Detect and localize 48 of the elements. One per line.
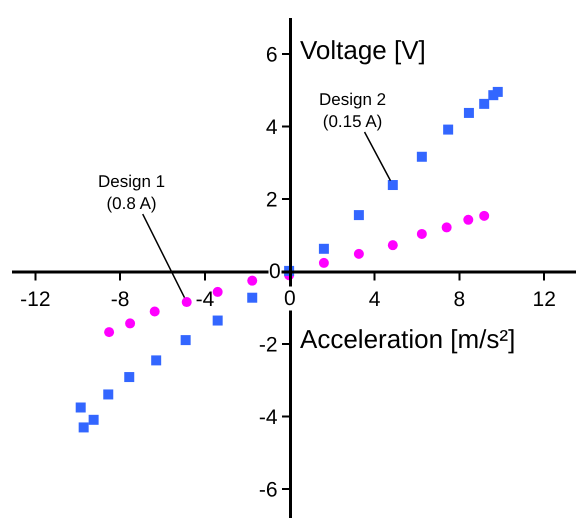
x-tick-label: 4 bbox=[368, 288, 381, 311]
x-tick-label: -4 bbox=[196, 288, 215, 311]
point bbox=[88, 414, 99, 425]
point bbox=[212, 316, 223, 326]
x-tick-label: 12 bbox=[532, 288, 556, 311]
x-tick-label: -12 bbox=[20, 288, 50, 311]
point bbox=[479, 210, 490, 221]
point bbox=[464, 108, 474, 118]
point bbox=[318, 258, 329, 268]
x-tick-label: 8 bbox=[454, 288, 466, 311]
y-tick-label: 2 bbox=[266, 188, 278, 212]
point bbox=[463, 214, 474, 225]
point bbox=[492, 86, 503, 97]
y-tick-label: 6 bbox=[266, 44, 278, 67]
point bbox=[150, 306, 160, 316]
point bbox=[416, 152, 427, 162]
point bbox=[103, 389, 114, 400]
point bbox=[180, 335, 191, 346]
point bbox=[416, 228, 427, 239]
y-tick-label: 0 bbox=[269, 260, 281, 283]
point bbox=[318, 244, 329, 254]
point bbox=[443, 124, 454, 135]
y-tick-label: -4 bbox=[258, 406, 278, 429]
point bbox=[442, 222, 452, 232]
point bbox=[124, 372, 134, 382]
point bbox=[247, 276, 258, 286]
point bbox=[247, 292, 258, 303]
y-axis-title: Voltage [V] bbox=[300, 35, 426, 65]
point bbox=[78, 422, 89, 432]
text: Design 2 (0.15 A) bbox=[319, 90, 386, 132]
point bbox=[125, 318, 136, 328]
y-tick-label: -6 bbox=[258, 478, 278, 502]
x-axis-title: Acceleration [m/s²] bbox=[300, 324, 516, 354]
point bbox=[388, 180, 398, 190]
y-tick-label: -2 bbox=[258, 333, 278, 356]
point bbox=[76, 402, 86, 412]
point bbox=[354, 248, 364, 259]
y-tick-label: 4 bbox=[266, 116, 278, 140]
point bbox=[182, 297, 192, 308]
x-tick-label: -8 bbox=[110, 288, 130, 311]
x-tick-label: 0 bbox=[284, 287, 296, 310]
point bbox=[104, 327, 114, 338]
point bbox=[354, 210, 364, 220]
point bbox=[212, 286, 223, 297]
point bbox=[479, 98, 490, 109]
point bbox=[151, 355, 162, 366]
point bbox=[388, 240, 398, 250]
text: Design 1 (0.8 A) bbox=[98, 172, 166, 214]
